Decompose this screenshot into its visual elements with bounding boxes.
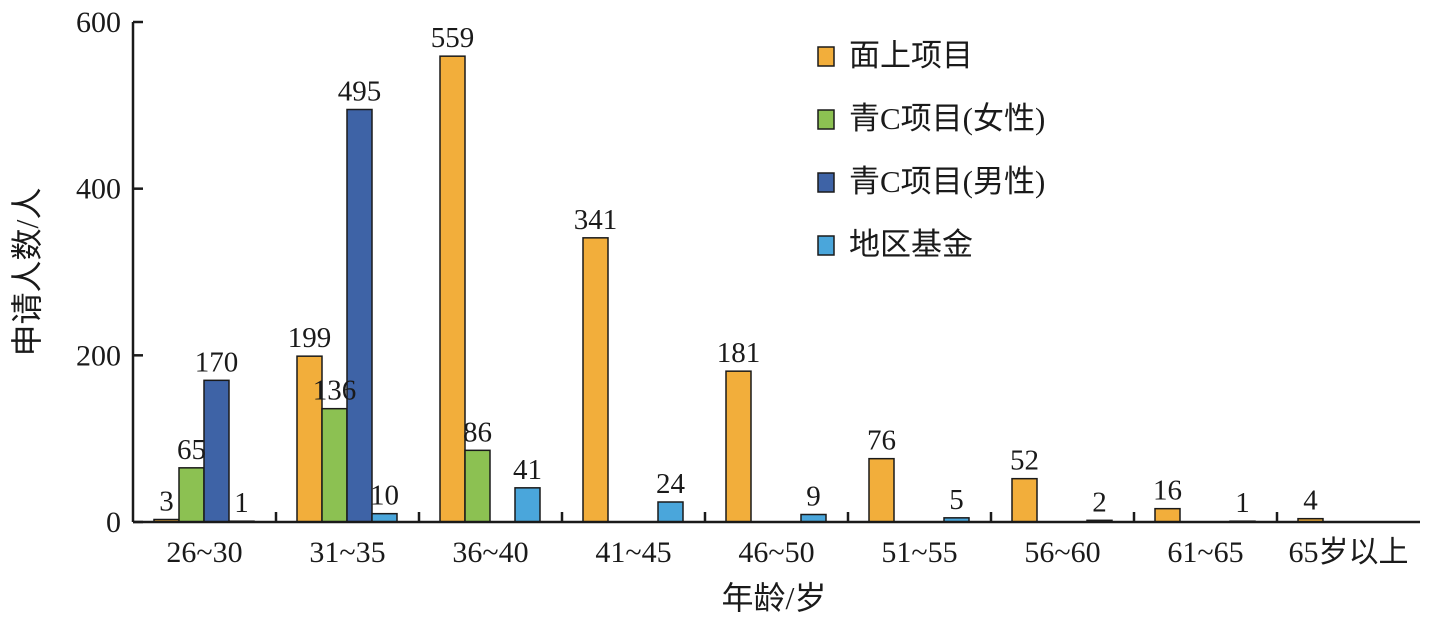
legend-label-1: 青C项目(女性) <box>849 101 1045 136</box>
data-label-1-1: 136 <box>313 375 357 407</box>
x-tick-label-6: 56~60 <box>1024 536 1100 569</box>
x-tick-label-0: 26~30 <box>166 536 242 569</box>
bar-6-0 <box>1011 477 1038 523</box>
y-tick-label-400: 400 <box>76 173 121 206</box>
y-axis-title: 申请人数/人 <box>9 188 45 357</box>
data-label-6-0: 52 <box>1010 445 1039 477</box>
data-label-7-0: 16 <box>1153 475 1182 507</box>
data-label-8-0: 4 <box>1303 485 1318 517</box>
data-label-0-0: 3 <box>159 486 174 518</box>
x-tick-label-2: 36~40 <box>452 536 528 569</box>
bar-5-0 <box>868 457 895 523</box>
x-tick-label-5: 51~55 <box>881 536 957 569</box>
y-tick-label-200: 200 <box>76 339 121 372</box>
bar-0-2 <box>203 379 230 523</box>
legend-swatch-3 <box>817 235 835 256</box>
bar-2-0 <box>439 55 466 523</box>
x-tick-label-1: 31~35 <box>309 536 385 569</box>
data-label-2-0: 559 <box>431 22 475 54</box>
legend-swatch-1 <box>817 109 835 130</box>
bar-2-3 <box>514 487 541 523</box>
x-tick-label-4: 46~50 <box>738 536 814 569</box>
x-tick-label-7: 61~65 <box>1167 536 1243 569</box>
y-tick-label-0: 0 <box>106 506 121 539</box>
data-label-2-3: 41 <box>513 454 542 486</box>
data-label-3-3: 24 <box>656 468 686 500</box>
bar-2-1 <box>464 449 491 523</box>
bars-layer <box>153 55 1324 523</box>
bar-1-2 <box>346 108 373 523</box>
legend-label-2: 青C项目(男性) <box>849 164 1045 199</box>
data-label-2-1: 86 <box>463 416 492 448</box>
data-label-4-0: 181 <box>717 337 761 369</box>
data-label-7-3: 1 <box>1235 487 1250 519</box>
x-tick-label-3: 41~45 <box>595 536 671 569</box>
bar-0-1 <box>178 467 205 523</box>
bar-1-1 <box>321 407 348 523</box>
data-label-1-0: 199 <box>288 322 332 354</box>
data-label-0-2: 170 <box>195 346 239 378</box>
axes-layer: 0 200 400 600 26~30 31~35 36~40 41~45 46~50 51~55… <box>76 6 1420 569</box>
legend-label-0: 面上项目 <box>849 38 973 73</box>
data-label-1-2: 495 <box>338 76 382 108</box>
data-labels-layer: 3651701199136495105598641341241819765522… <box>159 22 1318 519</box>
data-label-5-3: 5 <box>949 484 964 516</box>
bar-1-0 <box>296 355 323 523</box>
data-label-5-0: 76 <box>867 425 896 457</box>
bar-3-3 <box>657 501 684 523</box>
legend-label-3: 地区基金 <box>849 227 973 262</box>
data-label-0-1: 65 <box>177 434 206 466</box>
bar-7-0 <box>1154 507 1181 523</box>
data-label-0-3: 1 <box>234 487 249 519</box>
x-tick-label-8: 65岁以上 <box>1289 536 1409 569</box>
data-label-3-0: 341 <box>574 204 618 236</box>
legend-swatch-2 <box>817 172 835 193</box>
legend-swatch-0 <box>817 46 835 67</box>
data-label-6-3: 2 <box>1092 486 1107 518</box>
bar-4-0 <box>725 370 752 523</box>
y-tick-label-600: 600 <box>76 6 121 39</box>
x-axis-title: 年龄/岁 <box>722 580 827 616</box>
data-label-4-3: 9 <box>806 481 821 513</box>
bar-3-0 <box>582 237 609 523</box>
data-label-1-3: 10 <box>370 480 399 512</box>
